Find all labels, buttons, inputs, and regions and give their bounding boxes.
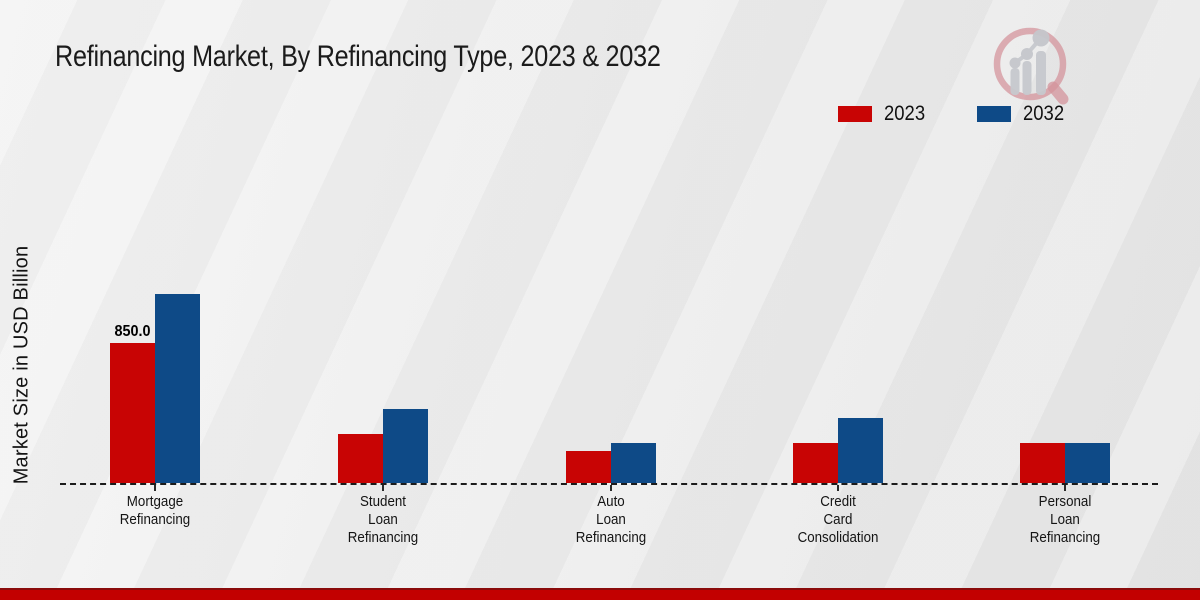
legend-label-2023: 2023 <box>884 102 926 125</box>
bar-value-label: 850.0 <box>114 323 151 340</box>
bar-2032-student-loan-refinancing <box>383 408 428 483</box>
magnifier-handle <box>1047 81 1069 105</box>
footer-accent-bar <box>0 588 1200 600</box>
x-axis-tick-student-loan-refinancing <box>382 485 384 491</box>
bar-2023-mortgage-refinancing <box>110 343 155 483</box>
x-axis-label-auto-loan-refinancing: Auto Loan Refinancing <box>575 494 647 546</box>
x-axis-line <box>60 483 1158 485</box>
legend-swatch-2032 <box>976 106 1011 122</box>
bar-2023-credit-card-consolidation <box>793 442 838 483</box>
x-axis-tick-mortgage-refinancing <box>154 485 156 491</box>
logo-trend-bars <box>1009 29 1050 95</box>
chart-title: Refinancing Market, By Refinancing Type,… <box>55 40 661 73</box>
x-axis-label-personal-loan-refinancing: Personal Loan Refinancing <box>1029 494 1101 546</box>
bar-2023-auto-loan-refinancing <box>566 450 611 483</box>
x-axis-label-credit-card-consolidation: Credit Card Consolidation <box>797 494 879 546</box>
bar-2032-credit-card-consolidation <box>838 417 883 483</box>
legend: 2023 2032 <box>838 102 1069 126</box>
legend-swatch-2023 <box>838 106 872 122</box>
bar-2032-auto-loan-refinancing <box>611 442 656 483</box>
bar-2023-student-loan-refinancing <box>338 433 383 483</box>
x-axis-tick-auto-loan-refinancing <box>610 485 612 491</box>
x-axis-label-student-loan-refinancing: Student Loan Refinancing <box>347 494 419 546</box>
bar-2032-personal-loan-refinancing <box>1065 442 1110 483</box>
bar-2023-personal-loan-refinancing <box>1020 443 1065 483</box>
legend-item-2032: 2032 <box>976 102 1070 126</box>
bar-2032-mortgage-refinancing <box>155 293 200 483</box>
magnifier-bar-chart-logo-icon <box>993 27 1069 105</box>
legend-label-2032: 2032 <box>1022 102 1064 125</box>
x-axis-label-mortgage-refinancing: Mortgage Refinancing <box>119 494 191 528</box>
legend-item-2023: 2023 <box>838 102 931 126</box>
x-axis-tick-personal-loan-refinancing <box>1064 485 1066 491</box>
magnifier-ring <box>993 27 1067 101</box>
x-axis-tick-credit-card-consolidation <box>837 485 839 491</box>
